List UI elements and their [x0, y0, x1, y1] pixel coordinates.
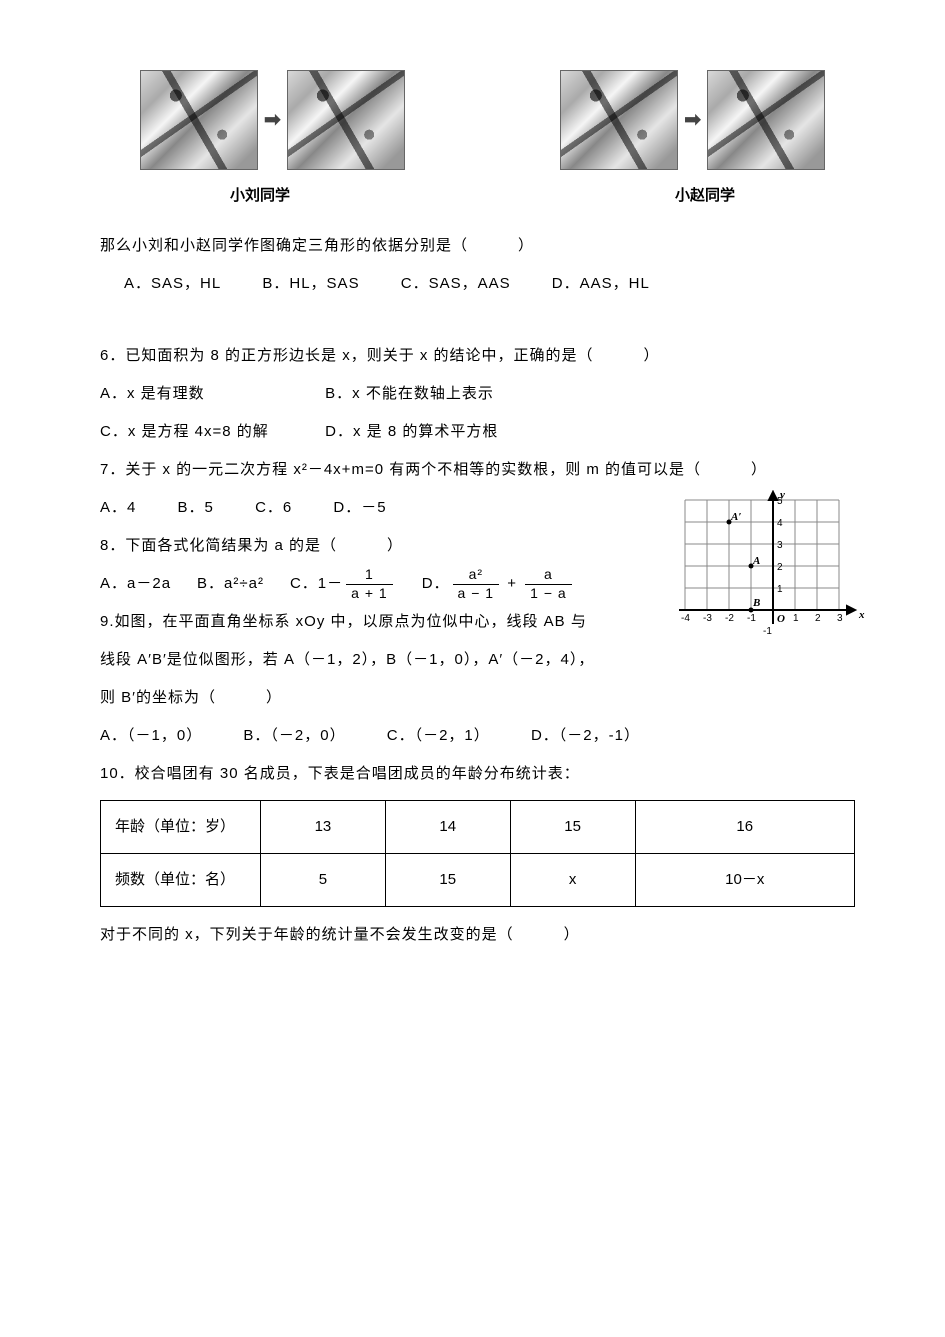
- arrow-right-icon: ➡: [684, 96, 701, 144]
- q8-opt-d: D．a²a − 1 + a1 − a: [422, 566, 575, 602]
- q8-opt-b: B．a²÷a²: [197, 566, 264, 602]
- q10-col-header: 年龄（单位：岁）: [101, 801, 261, 854]
- svg-text:-1: -1: [763, 626, 772, 637]
- svg-text:O: O: [777, 613, 785, 625]
- figure-liu-step1: [140, 70, 258, 170]
- figure-zhao-step1: [560, 70, 678, 170]
- q7-opt-c: C．6: [255, 499, 292, 516]
- q6-opt-d: D．x 是 8 的算术平方根: [325, 423, 498, 440]
- q9-line2: 线段 A′B′是位似图形，若 A（－1，2），B（－1，0），A′（－2，4），: [100, 642, 855, 678]
- q9-opt-a: A．（－1，0）: [100, 727, 202, 744]
- q5-opt-a: A．SAS，HL: [124, 275, 221, 292]
- q9-opt-c: C．（－2，1）: [387, 727, 490, 744]
- q9-opt-b: B．（－2，0）: [243, 727, 345, 744]
- svg-text:4: 4: [777, 518, 783, 529]
- q9-opt-d: D．（－2，-1）: [531, 727, 640, 744]
- q10-stem: 10．校合唱团有 30 名成员，下表是合唱团成员的年龄分布统计表：: [100, 756, 855, 792]
- svg-text:3: 3: [837, 613, 843, 624]
- q6-opt-a: A．x 是有理数: [100, 376, 320, 412]
- q7-opt-d: D．－5: [333, 499, 386, 516]
- q9-coordinate-figure: y x O A′ A B -4 -3 -2 -1 1 2 3 5 4 3 2: [669, 490, 869, 630]
- q5-opt-c: C．SAS，AAS: [401, 275, 511, 292]
- svg-text:-3: -3: [703, 613, 712, 624]
- figure-pair-left: ➡: [140, 70, 405, 170]
- svg-text:-1: -1: [747, 613, 756, 624]
- svg-text:1: 1: [777, 584, 783, 595]
- table-row: 年龄（单位：岁） 13 14 15 16: [101, 801, 855, 854]
- q7-opt-a: A．4: [100, 499, 136, 516]
- q9-options: A．（－1，0） B．（－2，0） C．（－2，1） D．（－2，-1）: [100, 718, 855, 754]
- q5-opt-b: B．HL，SAS: [262, 275, 359, 292]
- q9-line3: 则 B′的坐标为（）: [100, 680, 855, 716]
- figure-row: ➡ ➡: [100, 70, 855, 170]
- svg-text:1: 1: [793, 613, 799, 624]
- svg-text:x: x: [858, 609, 865, 621]
- q5-options: A．SAS，HL B．HL，SAS C．SAS，AAS D．AAS，HL: [124, 266, 855, 302]
- q8-opt-a: A．a－2a: [100, 566, 171, 602]
- q6-opt-b: B．x 不能在数轴上表示: [325, 385, 494, 402]
- q6-opts-row2: C．x 是方程 4x=8 的解 D．x 是 8 的算术平方根: [100, 414, 855, 450]
- svg-text:B: B: [752, 597, 760, 609]
- q10-table: 年龄（单位：岁） 13 14 15 16 频数（单位：名） 5 15 x 10－…: [100, 800, 855, 907]
- q7-opt-b: B．5: [178, 499, 214, 516]
- figure-liu-step2: [287, 70, 405, 170]
- svg-text:A′: A′: [730, 511, 741, 523]
- figure-pair-right: ➡: [560, 70, 825, 170]
- q8-opt-c: C．1－1a + 1: [290, 566, 396, 602]
- svg-text:3: 3: [777, 540, 783, 551]
- q10-row2-header: 频数（单位：名）: [101, 854, 261, 907]
- figure-zhao-step2: [707, 70, 825, 170]
- q6-opts-row1: A．x 是有理数 B．x 不能在数轴上表示: [100, 376, 855, 412]
- q7-stem: 7．关于 x 的一元二次方程 x²－4x+m=0 有两个不相等的实数根，则 m …: [100, 452, 855, 488]
- svg-text:2: 2: [777, 562, 783, 573]
- svg-text:-2: -2: [725, 613, 734, 624]
- caption-right: 小赵同学: [675, 178, 735, 214]
- q6-stem: 6．已知面积为 8 的正方形边长是 x，则关于 x 的结论中，正确的是（）: [100, 338, 855, 374]
- arrow-right-icon: ➡: [264, 96, 281, 144]
- table-row: 频数（单位：名） 5 15 x 10－x: [101, 854, 855, 907]
- svg-text:5: 5: [777, 496, 783, 507]
- svg-text:2: 2: [815, 613, 821, 624]
- q5-opt-d: D．AAS，HL: [552, 275, 650, 292]
- q6-opt-c: C．x 是方程 4x=8 的解: [100, 414, 320, 450]
- figure-captions: 小刘同学 小赵同学: [100, 178, 855, 214]
- svg-text:-4: -4: [681, 613, 690, 624]
- q10-tail: 对于不同的 x，下列关于年龄的统计量不会发生改变的是（）: [100, 917, 855, 953]
- caption-left: 小刘同学: [230, 178, 290, 214]
- q5-stem: 那么小刘和小赵同学作图确定三角形的依据分别是（）: [100, 228, 855, 264]
